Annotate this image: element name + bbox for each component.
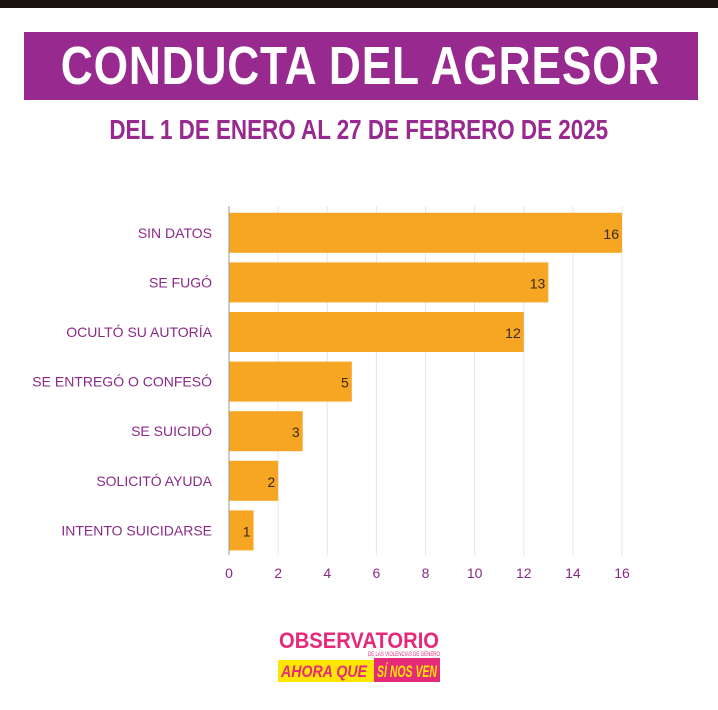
category-label: SE ENTREGÓ O CONFESÓ — [32, 374, 212, 390]
value-label: 1 — [243, 523, 251, 539]
value-label: 5 — [341, 375, 349, 391]
title-banner: CONDUCTA DEL AGRESOR — [24, 32, 698, 100]
logo-ahora-que-text: AHORA QUE — [280, 662, 367, 681]
chart-title: CONDUCTA DEL AGRESOR — [61, 36, 661, 96]
logo-pink-block — [374, 658, 440, 682]
observatorio-logo: OBSERVATORIO DE LAS VIOLENCIAS DE GÉNERO… — [278, 628, 440, 682]
category-label: SE FUGÓ — [149, 274, 212, 290]
bar — [229, 312, 524, 352]
value-label: 16 — [603, 226, 619, 242]
x-tick-label: 0 — [225, 565, 233, 581]
x-tick-label: 8 — [422, 565, 430, 581]
logo-tagline-text: DE LAS VIOLENCIAS DE GÉNERO — [368, 651, 440, 658]
category-label: SE SUICIDÓ — [131, 423, 212, 439]
value-label: 2 — [267, 474, 275, 490]
x-tick-label: 16 — [614, 565, 630, 581]
chart-subtitle: DEL 1 DE ENERO AL 27 DE FEBRERO DE 2025 — [109, 114, 609, 145]
logo-yellow-block — [278, 660, 374, 682]
category-label: INTENTO SUICIDARSE — [61, 522, 212, 538]
x-tick-label: 14 — [565, 565, 581, 581]
category-label: OCULTÓ SU AUTORÍA — [66, 324, 212, 340]
x-tick-label: 6 — [372, 565, 380, 581]
top-strip — [0, 0, 718, 8]
value-label: 12 — [505, 325, 521, 341]
bar — [229, 411, 303, 452]
bar — [229, 361, 352, 402]
value-label: 13 — [530, 275, 546, 291]
bar — [229, 262, 549, 303]
value-label: 3 — [292, 424, 300, 440]
category-label: SIN DATOS — [138, 225, 212, 241]
bar — [229, 510, 254, 551]
subtitle-wrapper: DEL 1 DE ENERO AL 27 DE FEBRERO DE 2025 — [0, 114, 718, 146]
category-label: SOLICITÓ AYUDA — [96, 473, 212, 489]
logo-observatorio-text: OBSERVATORIO — [279, 628, 439, 653]
bar — [229, 212, 622, 253]
x-tick-label: 12 — [516, 565, 532, 581]
x-tick-label: 4 — [323, 565, 331, 581]
x-tick-label: 10 — [467, 565, 483, 581]
bar — [229, 460, 279, 501]
logo-si-nos-ven-text: SÍ NOS VEN — [377, 662, 437, 681]
x-tick-label: 2 — [274, 565, 282, 581]
